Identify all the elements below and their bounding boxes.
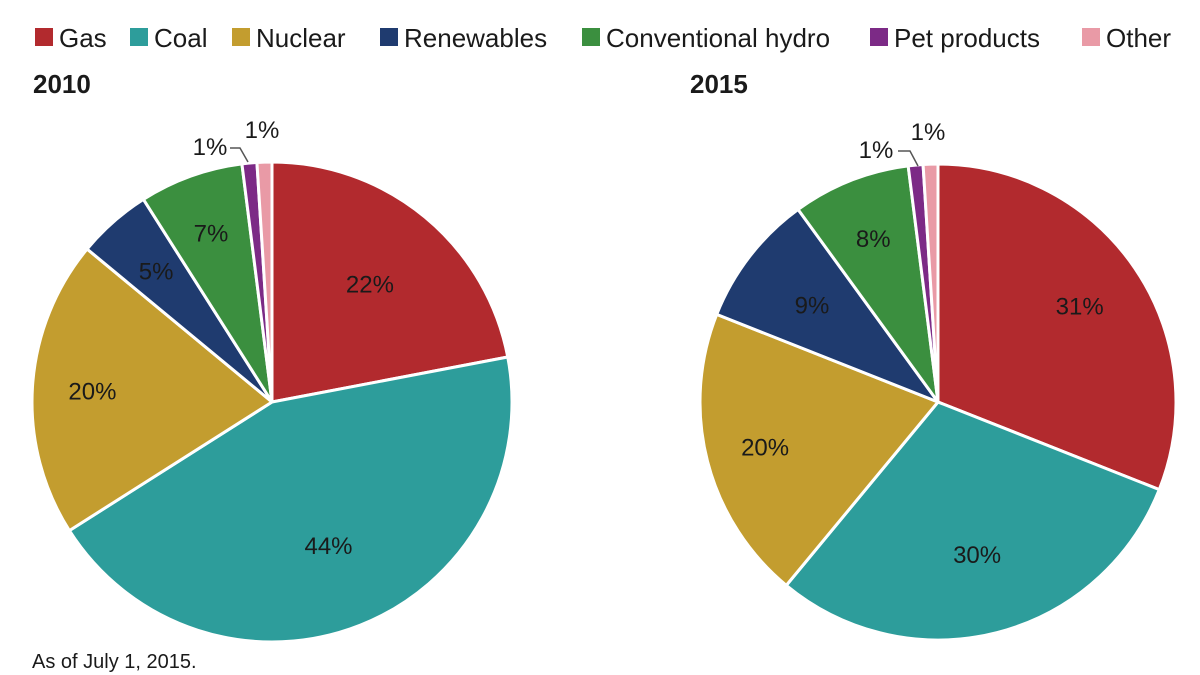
legend-label-nuclear: Nuclear	[256, 23, 346, 53]
slice-2015-nuclear	[698, 312, 941, 588]
legend-swatch-other	[1082, 28, 1100, 46]
legend-item-renewables: Renewables	[380, 23, 547, 53]
legend-swatch-pet-products	[870, 28, 888, 46]
legend-swatch-coal	[130, 28, 148, 46]
slice-label-2015-coal: 30%	[953, 542, 1001, 569]
legend-item-other: Other	[1082, 23, 1171, 53]
slice-label-2015-nuclear: 20%	[741, 434, 789, 461]
legend: Gas Coal Nuclear Renewables Conventional hyd…	[35, 23, 1171, 53]
legend-label-renewables: Renewables	[404, 23, 547, 53]
slice-label-2010-other: 1%	[245, 117, 280, 144]
slice-2010-conventional-hydro	[141, 162, 274, 403]
chart-title-2015: 2015	[690, 69, 748, 99]
slice-label-2010-coal: 44%	[304, 533, 352, 560]
leader-line-2015-pet-products	[898, 150, 919, 167]
legend-label-pet-products: Pet products	[894, 23, 1040, 53]
slice-label-2010-gas: 22%	[346, 272, 394, 299]
legend-swatch-gas	[35, 28, 53, 46]
slice-2010-nuclear	[30, 246, 275, 533]
legend-label-gas: Gas	[59, 23, 107, 53]
footnote: As of July 1, 2015.	[32, 651, 197, 673]
slice-2015-gas	[936, 162, 1178, 492]
chart-title-2010: 2010	[33, 69, 91, 99]
legend-label-other: Other	[1106, 23, 1171, 53]
slice-2015-renewables	[714, 207, 943, 406]
legend-swatch-nuclear	[232, 28, 250, 46]
slice-2015-other	[921, 162, 940, 403]
slice-label-2015-gas: 31%	[1056, 294, 1104, 321]
charts-area: 2010 22% 44% 20% 5% 7% 1% 1% 2015 31% 30% 20% 9% 8% 1%…	[30, 69, 1178, 644]
legend-item-gas: Gas	[35, 23, 107, 53]
slice-label-2010-conventional-hydro: 7%	[194, 221, 229, 248]
slice-label-2015-conventional-hydro: 8%	[856, 226, 891, 253]
pie-chart-2015: 2015 31% 30% 20% 9% 8% 1% 1%	[690, 69, 1178, 642]
legend-item-coal: Coal	[130, 23, 207, 53]
legend-item-pet-products: Pet products	[870, 23, 1040, 53]
slice-label-2015-other: 1%	[911, 119, 946, 146]
leader-line-2010-pet-products	[230, 147, 249, 163]
legend-item-nuclear: Nuclear	[232, 23, 346, 53]
slice-2010-coal	[67, 355, 514, 644]
legend-swatch-conventional-hydro	[582, 28, 600, 46]
pie-chart-2010: 2010 22% 44% 20% 5% 7% 1% 1%	[30, 69, 514, 644]
slice-2015-conventional-hydro	[796, 164, 940, 403]
slice-label-2010-renewables: 5%	[139, 259, 174, 286]
slice-label-2015-pet-products: 1%	[859, 137, 894, 164]
slice-2010-other	[255, 160, 274, 403]
legend-swatch-renewables	[380, 28, 398, 46]
slice-2015-coal	[784, 400, 1162, 642]
slice-2010-gas	[270, 160, 510, 404]
slice-label-2015-renewables: 9%	[795, 292, 830, 319]
legend-label-conventional-hydro: Conventional hydro	[606, 23, 830, 53]
slice-label-2010-nuclear: 20%	[68, 379, 116, 406]
slice-label-2010-pet-products: 1%	[193, 134, 228, 161]
legend-label-coal: Coal	[154, 23, 207, 53]
legend-item-conventional-hydro: Conventional hydro	[582, 23, 830, 53]
